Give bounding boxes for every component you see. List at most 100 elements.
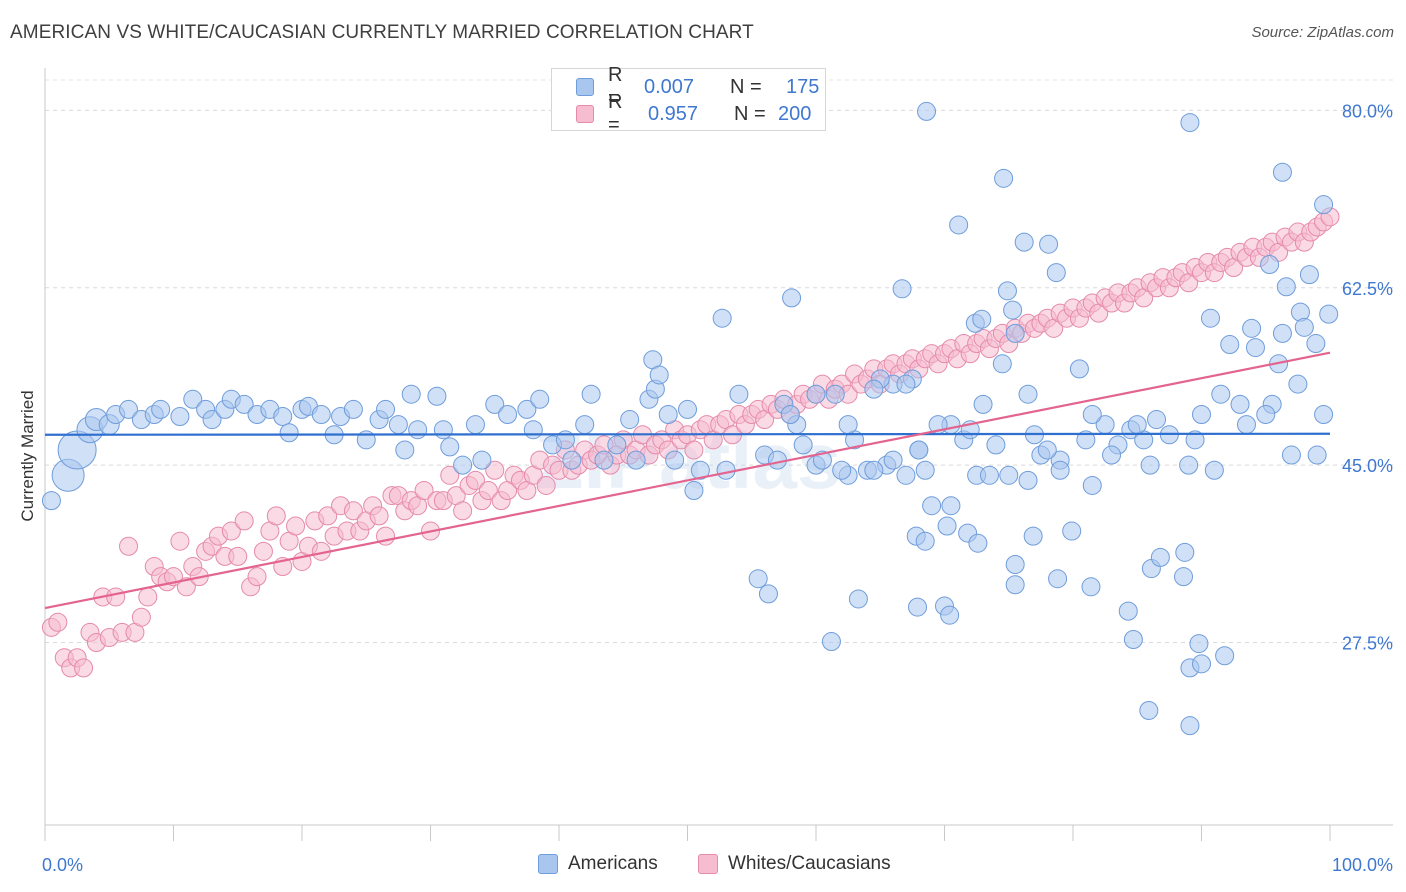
bottom-legend-americans[interactable]: Americans <box>538 851 658 877</box>
y-tick-label: 27.5% <box>1342 634 1393 654</box>
point-americans <box>917 101 937 121</box>
point-americans <box>748 569 768 589</box>
point-americans <box>607 435 627 455</box>
point-americans <box>202 410 222 430</box>
point-whites <box>286 516 306 536</box>
trendline-whites <box>44 351 1331 610</box>
point-americans <box>1175 542 1195 562</box>
point-whites <box>228 546 248 566</box>
point-americans <box>1023 526 1043 546</box>
point-americans <box>678 399 697 419</box>
point-americans <box>1319 304 1339 324</box>
point-americans <box>41 491 61 511</box>
legend-n-label: N = <box>730 75 762 98</box>
correlation-legend: R = 0.007 N = 175 R = 0.957 N = 200 <box>551 64 826 136</box>
legend-r-label: R = <box>608 91 623 136</box>
point-americans <box>1192 654 1211 674</box>
point-americans <box>1200 308 1220 328</box>
legend-swatch-whites <box>576 105 594 123</box>
point-whites <box>478 481 498 501</box>
point-whites <box>119 536 139 556</box>
point-americans <box>812 450 832 470</box>
point-americans <box>427 386 447 406</box>
point-americans <box>273 407 293 427</box>
point-americans <box>1014 232 1034 252</box>
trendline-americans <box>44 432 1331 436</box>
point-americans <box>1082 404 1102 424</box>
point-americans <box>1180 716 1200 736</box>
point-americans <box>594 450 614 470</box>
point-americans <box>864 460 884 480</box>
point-americans <box>1276 277 1296 297</box>
point-americans <box>1174 567 1194 587</box>
legend-r-value-whites: 0.957 <box>648 102 699 125</box>
point-americans <box>825 384 845 404</box>
y-tick-label: 80.0% <box>1342 101 1393 121</box>
point-americans <box>1147 410 1167 430</box>
point-americans <box>1211 384 1231 404</box>
point-americans <box>649 365 669 385</box>
point-americans <box>1050 460 1070 480</box>
legend-n-value-whites: 200 <box>778 102 812 125</box>
point-americans <box>1307 445 1327 465</box>
point-americans <box>690 460 710 480</box>
point-americans <box>523 420 543 440</box>
point-americans <box>440 437 460 457</box>
point-whites <box>253 541 273 561</box>
point-americans <box>498 404 518 424</box>
point-americans <box>979 465 999 485</box>
y-tick-label: 62.5% <box>1342 279 1393 299</box>
point-americans <box>1039 234 1059 254</box>
point-americans <box>1139 700 1159 720</box>
point-americans <box>997 281 1017 301</box>
point-whites <box>414 481 434 501</box>
point-americans <box>915 460 935 480</box>
point-americans <box>1189 634 1209 654</box>
point-americans <box>408 420 428 440</box>
point-americans <box>1288 374 1308 394</box>
point-whites <box>176 577 196 597</box>
point-americans <box>712 308 732 328</box>
point-americans <box>234 394 254 414</box>
point-americans <box>821 632 841 652</box>
point-americans <box>575 415 595 435</box>
point-americans <box>1306 334 1326 354</box>
legend-r-label: R = <box>608 64 623 109</box>
point-americans <box>832 460 852 480</box>
point-whites <box>170 531 190 551</box>
point-americans <box>1076 430 1096 450</box>
legend-n-label: N = <box>734 102 766 125</box>
point-americans <box>626 450 646 470</box>
point-whites <box>74 658 94 678</box>
point-americans <box>1245 338 1265 358</box>
point-americans <box>170 407 190 427</box>
point-whites <box>369 506 389 526</box>
point-whites <box>131 607 151 627</box>
point-americans <box>311 404 331 424</box>
point-americans <box>1299 265 1319 285</box>
point-americans <box>183 389 203 409</box>
point-americans <box>909 440 929 460</box>
point-americans <box>992 354 1012 374</box>
point-americans <box>941 496 961 516</box>
point-americans <box>896 374 916 394</box>
point-whites <box>536 475 556 495</box>
bottom-legend-swatch-americans <box>538 854 558 874</box>
point-whites <box>106 587 126 607</box>
point-americans <box>806 384 826 404</box>
point-americans <box>973 394 993 414</box>
point-americans <box>922 496 942 516</box>
y-axis-label: Currently Married <box>18 390 37 521</box>
point-americans <box>665 450 685 470</box>
point-americans <box>896 465 916 485</box>
point-americans <box>908 597 928 617</box>
point-americans <box>119 399 139 419</box>
bottom-legend-label-americans: Americans <box>568 853 658 874</box>
legend-n-value-americans: 175 <box>786 75 820 98</box>
legend-swatch-americans <box>576 78 594 96</box>
x-tick-label: 100.0% <box>1332 855 1393 875</box>
point-whites <box>684 440 704 460</box>
point-americans <box>1192 404 1211 424</box>
bottom-legend-whites[interactable]: Whites/Caucasians <box>698 851 891 877</box>
